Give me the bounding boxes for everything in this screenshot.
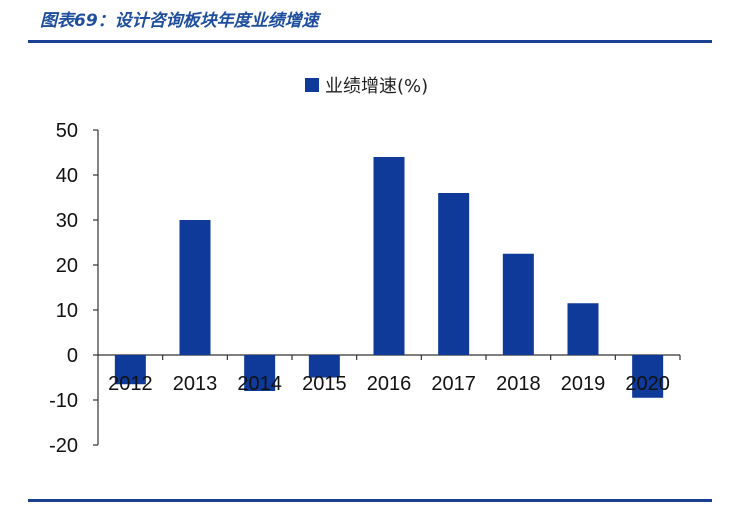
top-divider <box>28 40 712 43</box>
x-tick-labels: 2012 2013 2014 2015 2016 2017 2018 2019 2020 <box>108 373 670 395</box>
x-tick-label: 2020 <box>625 373 670 395</box>
bar-2020 <box>632 355 664 398</box>
x-tick-label: 2015 <box>302 373 347 395</box>
bottom-divider <box>28 499 712 502</box>
legend-label: 业绩增速(%) <box>325 76 429 97</box>
y-tick-label: 50 <box>56 120 78 142</box>
bar-2018 <box>502 253 534 355</box>
x-tick-label: 2013 <box>173 373 218 395</box>
chart-legend: 业绩增速(%) <box>305 72 428 98</box>
bar-2014 <box>244 355 276 391</box>
x-tick-label: 2016 <box>367 373 412 395</box>
y-tick-label: 40 <box>56 165 78 187</box>
y-tick-label: 0 <box>67 345 78 367</box>
bar-2016 <box>373 157 405 355</box>
bar-2012 <box>114 355 146 385</box>
y-tick-label: 20 <box>56 255 78 277</box>
legend-swatch <box>305 78 319 92</box>
x-tick-label: 2014 <box>237 373 282 395</box>
y-tick-label: 30 <box>56 210 78 232</box>
y-tick-label: -20 <box>49 435 78 457</box>
y-tick-label: -10 <box>49 390 78 412</box>
bar-2015 <box>308 355 340 378</box>
bar-2017 <box>438 193 470 355</box>
x-tick-label: 2012 <box>108 373 153 395</box>
chart-bars <box>114 157 664 398</box>
x-tick-label: 2017 <box>431 373 476 395</box>
bar-2019 <box>567 303 599 355</box>
bar-2013 <box>179 220 211 355</box>
figure-title: 图表69：设计咨询板块年度业绩增速 <box>40 11 319 31</box>
y-tick-labels: -20 -10 0 10 20 30 40 50 <box>49 120 78 457</box>
x-tick-label: 2019 <box>561 373 606 395</box>
x-tick-label: 2018 <box>496 373 541 395</box>
y-tick-label: 10 <box>56 300 78 322</box>
